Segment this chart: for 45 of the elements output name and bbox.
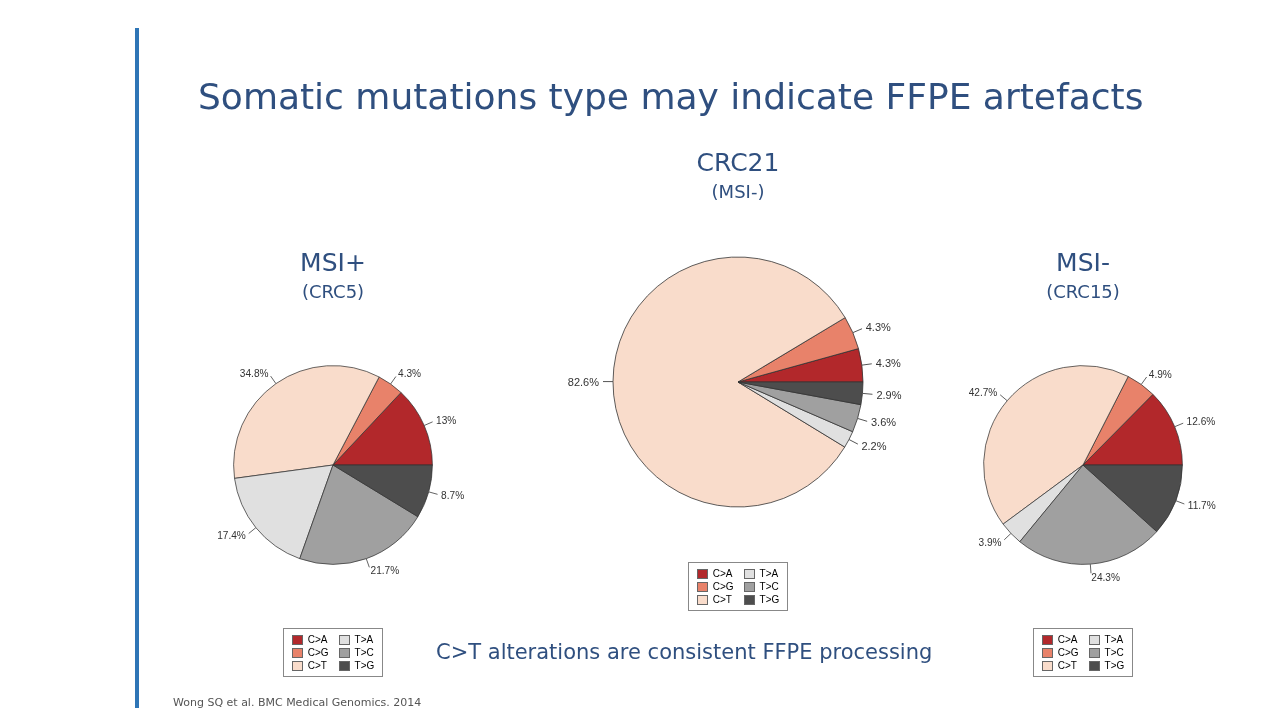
text: Somatic mutations type may indicate FFPE artefacts [198, 76, 1144, 117]
legend-label: T>A [354, 633, 374, 646]
data-label: 2.9% [876, 388, 902, 401]
data-label: 4.3% [398, 368, 422, 380]
legend-label: C>A [307, 633, 328, 646]
data-label: 11.7% [1187, 499, 1216, 511]
legend-label: C>T [1057, 659, 1077, 672]
data-label: 3.9% [978, 536, 1002, 548]
chart-subtitle: (CRC15) [1045, 281, 1121, 302]
legend-label: T>C [759, 580, 779, 593]
legend-label: T>C [354, 646, 374, 659]
text: C>T alterations are consistent FFPE processing [436, 640, 933, 664]
legend-label: C>T [307, 659, 327, 672]
legend-label: C>T [712, 593, 732, 606]
data-label: 21.7% [370, 565, 400, 577]
text: Wong SQ et al. BMC Medical Genomics. 2014 [173, 696, 422, 709]
data-label: 34.8% [239, 367, 269, 379]
chart-title: MSI- [1055, 248, 1111, 277]
data-label: 82.6% [567, 375, 600, 388]
legend-label: C>A [712, 567, 733, 580]
legend-label: T>G [354, 659, 375, 672]
legend-label: T>A [759, 567, 779, 580]
data-label: 17.4% [217, 530, 246, 542]
legend-label: T>A [1104, 633, 1124, 646]
data-label: 42.7% [968, 387, 998, 399]
chart-subtitle: (CRC5) [300, 281, 366, 302]
chart-title: MSI+ [299, 248, 367, 277]
data-label: 8.7% [441, 490, 465, 502]
data-label: 4.9% [1148, 368, 1172, 380]
chart-title: CRC21 [695, 148, 781, 177]
data-label: 2.2% [861, 439, 887, 452]
legend-label: C>G [307, 646, 329, 659]
data-label: 12.6% [1186, 416, 1216, 428]
legend-label: T>G [759, 593, 780, 606]
legend-label: C>G [712, 580, 734, 593]
chart-subtitle: (MSI-) [710, 181, 766, 202]
data-label: 24.3% [1091, 571, 1120, 583]
legend-label: C>A [1057, 633, 1078, 646]
data-label: 4.3% [875, 357, 902, 370]
data-label: 3.6% [870, 416, 897, 429]
data-label: 4.3% [865, 321, 892, 334]
legend-label: C>G [1057, 646, 1079, 659]
legend-label: T>C [1104, 646, 1124, 659]
legend-label: T>G [1104, 659, 1125, 672]
data-label: 13% [436, 415, 457, 427]
